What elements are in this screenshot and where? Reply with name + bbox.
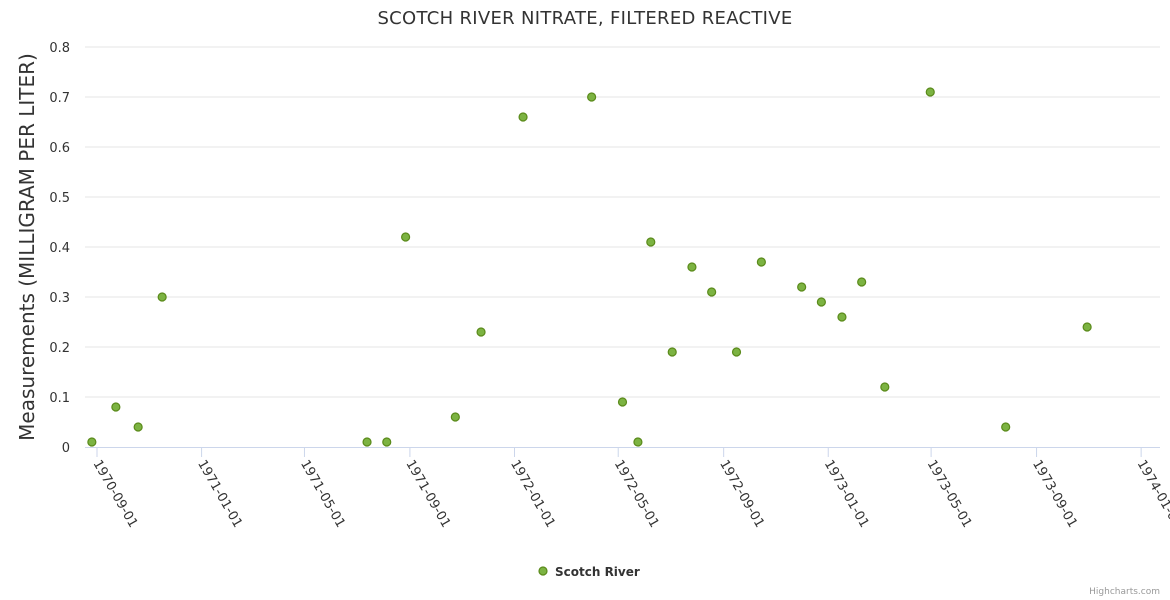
data-point[interactable] bbox=[617, 397, 628, 407]
data-point[interactable] bbox=[837, 312, 847, 322]
x-axis-ticks: 1970-09-01 1971-01-01 1971-05-01 1971-09-01… bbox=[90, 447, 1170, 530]
data-point[interactable] bbox=[87, 437, 97, 447]
data-point[interactable] bbox=[133, 422, 143, 432]
credits-link[interactable]: Highcharts.com bbox=[1089, 587, 1160, 597]
y-tick-label: 0 bbox=[62, 441, 70, 456]
x-tick-label: 1971-01-01 bbox=[194, 458, 245, 531]
data-point[interactable] bbox=[687, 262, 697, 272]
x-tick-label: 1972-05-01 bbox=[611, 458, 662, 531]
y-tick-label: 0.6 bbox=[49, 141, 70, 156]
data-point[interactable] bbox=[816, 297, 826, 307]
data-point[interactable] bbox=[1001, 422, 1011, 432]
y-tick-label: 0.2 bbox=[49, 341, 70, 356]
data-point[interactable] bbox=[925, 87, 935, 97]
data-point[interactable] bbox=[756, 257, 766, 267]
data-point[interactable] bbox=[646, 237, 656, 247]
data-point[interactable] bbox=[667, 347, 677, 357]
data-point[interactable] bbox=[633, 437, 643, 447]
y-axis-label: Measurements (MILLIGRAM PER LITER) bbox=[15, 53, 39, 441]
x-tick-label: 1970-09-01 bbox=[90, 458, 141, 531]
x-tick-label: 1973-05-01 bbox=[924, 458, 975, 531]
data-point[interactable] bbox=[362, 437, 372, 447]
data-point[interactable] bbox=[382, 437, 392, 447]
data-point[interactable] bbox=[111, 402, 121, 412]
data-points bbox=[87, 87, 1092, 447]
y-tick-label: 0.5 bbox=[49, 191, 70, 206]
x-tick-label: 1971-05-01 bbox=[297, 458, 348, 531]
y-tick-label: 0.8 bbox=[49, 41, 70, 56]
legend[interactable]: Scotch River bbox=[538, 565, 640, 579]
data-point[interactable] bbox=[707, 287, 717, 297]
y-axis-ticks: 0 0.1 0.2 0.3 0.4 0.5 0.6 0.7 0.8 bbox=[49, 41, 70, 456]
data-point[interactable] bbox=[1082, 322, 1092, 332]
data-point[interactable] bbox=[857, 277, 867, 287]
x-tick-label: 1973-01-01 bbox=[821, 458, 872, 531]
x-tick-label: 1974-01-01 bbox=[1134, 458, 1170, 531]
data-point[interactable] bbox=[450, 412, 460, 422]
data-point[interactable] bbox=[731, 347, 742, 357]
x-tick-label: 1971-09-01 bbox=[402, 458, 453, 531]
data-point[interactable] bbox=[587, 92, 597, 102]
data-point[interactable] bbox=[157, 292, 167, 302]
x-tick-label: 1973-09-01 bbox=[1029, 458, 1080, 531]
x-tick-label: 1972-09-01 bbox=[716, 458, 767, 531]
data-point[interactable] bbox=[880, 382, 890, 392]
y-tick-label: 0.3 bbox=[49, 291, 70, 306]
grid-lines bbox=[85, 46, 1160, 398]
x-tick-label: 1972-01-01 bbox=[507, 458, 558, 531]
data-point[interactable] bbox=[518, 112, 528, 122]
data-point[interactable] bbox=[797, 282, 807, 292]
y-tick-label: 0.7 bbox=[49, 91, 70, 106]
data-point[interactable] bbox=[401, 232, 411, 242]
y-tick-label: 0.1 bbox=[49, 391, 70, 406]
legend-marker bbox=[538, 566, 548, 576]
data-point[interactable] bbox=[476, 327, 486, 337]
chart-title: SCOTCH RIVER NITRATE, FILTERED REACTIVE bbox=[377, 8, 792, 29]
legend-label: Scotch River bbox=[555, 565, 640, 579]
y-tick-label: 0.4 bbox=[49, 241, 70, 256]
